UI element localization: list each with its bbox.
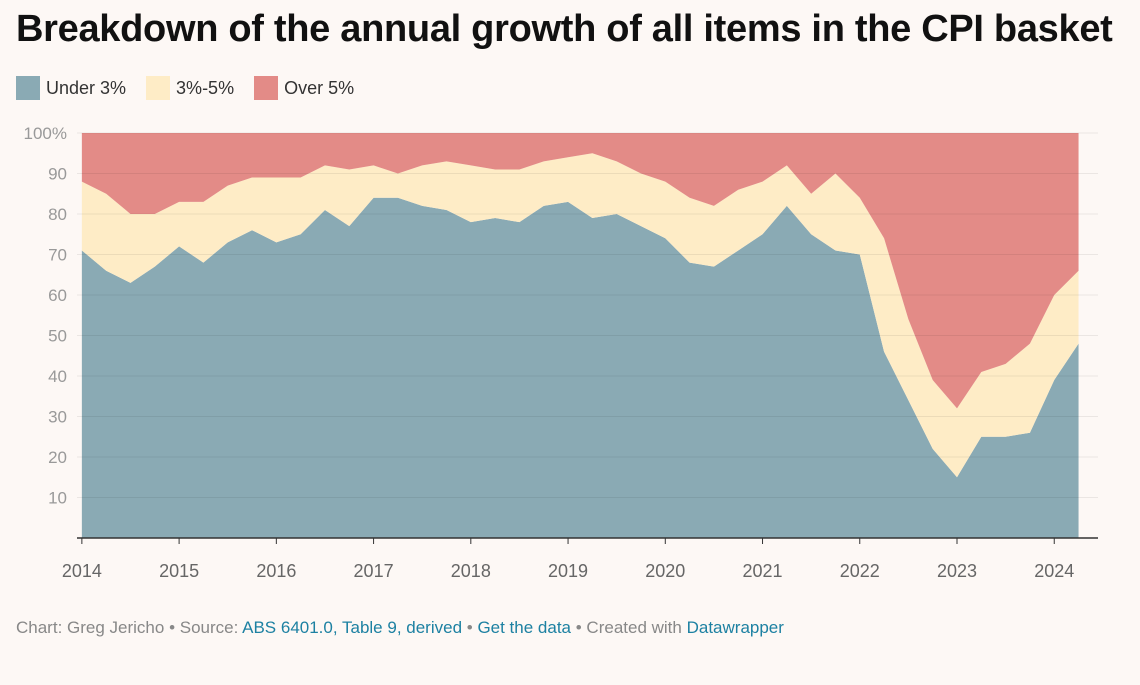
y-tick-label-70: 70 [48,246,67,265]
y-tick-label-20: 20 [48,448,67,467]
footer-created-with: Created with [586,618,687,637]
x-tick-label-2021: 2021 [743,561,783,581]
x-tick-label-2018: 2018 [451,561,491,581]
y-tick-label-90: 90 [48,165,67,184]
footer-get-data-link[interactable]: Get the data [477,618,572,637]
footer-datawrapper-link[interactable]: Datawrapper [686,618,784,637]
legend-swatch-under-3 [16,76,40,100]
chart-footer: Chart: Greg Jericho • Source: ABS 6401.0… [16,618,784,638]
area-series-3-5 [81,153,1079,478]
x-tick-label-2020: 2020 [645,561,685,581]
footer-source-prefix: Source: [179,618,243,637]
x-tick-label-2022: 2022 [840,561,880,581]
footer-source-link[interactable]: ABS 6401.0, Table 9, derived [242,618,463,637]
y-tick-label-80: 80 [48,205,67,224]
legend-swatch-over-5 [254,76,279,100]
footer-sep-3: • [571,618,587,637]
x-tick-label-2016: 2016 [256,561,296,581]
footer-credit: Chart: Greg Jericho [16,618,165,637]
legend-label-under-3: Under 3% [46,77,127,98]
y-tick-label-100: 100% [24,124,67,143]
legend-label-over-5: Over 5% [284,77,355,98]
legend-item-3-5: 3%-5% [146,76,234,100]
x-tick-label-2017: 2017 [354,561,394,581]
x-tick-label-2024: 2024 [1034,561,1074,581]
y-tick-label-40: 40 [48,367,67,386]
chart-title: Breakdown of the annual growth of all it… [16,8,1113,50]
legend-label-3-5: 3%-5% [176,77,235,98]
legend: Under 3% 3%-5% Over 5% [16,76,374,100]
x-tick-label-2023: 2023 [937,561,977,581]
footer-sep-1: • [164,618,180,637]
y-tick-label-50: 50 [48,327,67,346]
legend-item-over-5: Over 5% [254,76,354,100]
legend-swatch-3-5 [146,76,171,100]
area-series-under-3 [81,197,1079,539]
x-tick-label-2019: 2019 [548,561,588,581]
area-series-over-5 [81,133,1079,409]
footer-sep-2: • [462,618,478,637]
x-tick-label-2015: 2015 [159,561,199,581]
y-tick-label-10: 10 [48,489,67,508]
x-tick-label-2014: 2014 [62,561,102,581]
y-tick-label-60: 60 [48,286,67,305]
legend-item-under-3: Under 3% [16,76,126,100]
y-tick-label-30: 30 [48,408,67,427]
chart-svg: 10 20 30 40 50 60 70 80 90 100% 2014 2015 2016 2017 20… [24,124,1098,581]
